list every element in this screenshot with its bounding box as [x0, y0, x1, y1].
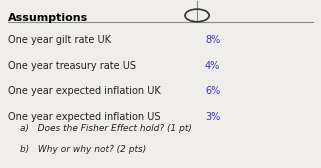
- Text: One year expected inflation UK: One year expected inflation UK: [8, 87, 160, 96]
- Text: a)   Does the Fisher Effect hold? (1 pt): a) Does the Fisher Effect hold? (1 pt): [21, 124, 192, 133]
- Text: 8%: 8%: [205, 35, 220, 45]
- Text: 6%: 6%: [205, 87, 220, 96]
- Text: One year gilt rate UK: One year gilt rate UK: [8, 35, 111, 45]
- Text: b)   Why or why not? (2 pts): b) Why or why not? (2 pts): [21, 145, 147, 154]
- Text: Assumptions: Assumptions: [8, 13, 88, 23]
- Text: One year treasury rate US: One year treasury rate US: [8, 61, 136, 71]
- Text: 4%: 4%: [205, 61, 220, 71]
- Text: One year expected inflation US: One year expected inflation US: [8, 112, 160, 122]
- Text: 3%: 3%: [205, 112, 220, 122]
